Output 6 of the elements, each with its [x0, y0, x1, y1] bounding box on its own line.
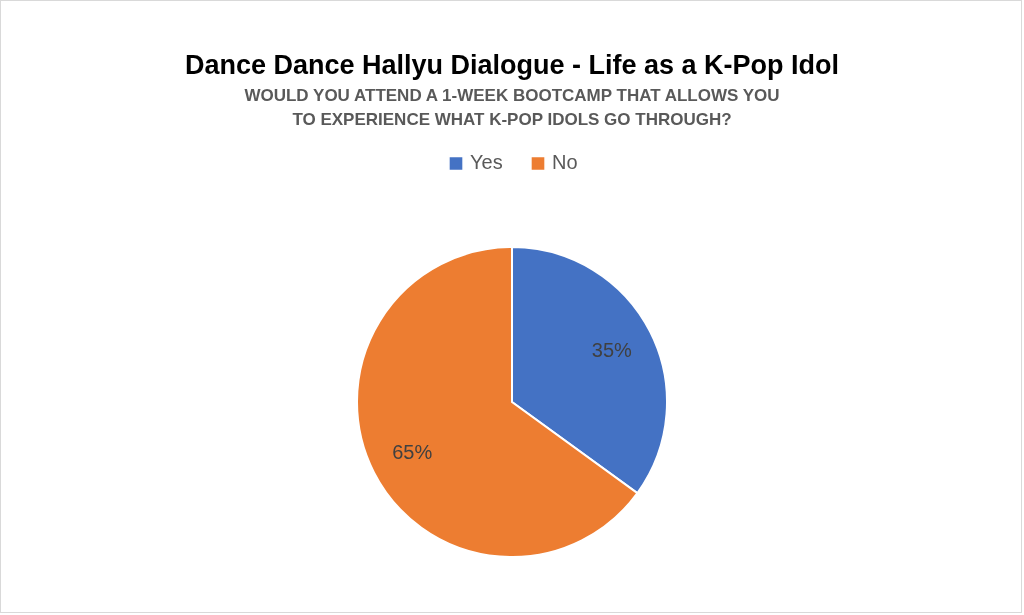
data-label: 65%: [392, 440, 433, 463]
legend-label: No: [552, 151, 578, 174]
chart-title: Dance Dance Hallyu Dialogue - Life as a K-Pop Idol: [184, 50, 840, 80]
chart-subtitle: WOULD YOU ATTEND A 1-WEEK BOOTCAMP THAT ALLOWS YOU TO EXPERIENCE WHAT K-POP IDOLS GO THROUGH?: [244, 86, 780, 129]
data-label: 35%: [591, 339, 633, 362]
legend-label: Yes: [470, 151, 503, 174]
